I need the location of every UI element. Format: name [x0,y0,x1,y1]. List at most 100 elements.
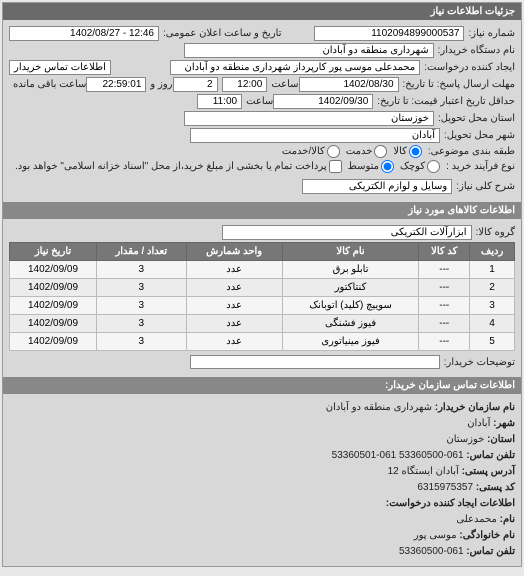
buyer-org-value: شهرداری منطقه دو آبادان [184,43,434,58]
f-lname-label: نام خانوادگی: [459,530,515,541]
table-cell: --- [419,333,470,351]
f-lname: موسی پور [414,530,457,541]
table-header: تاریخ نیاز [10,243,97,261]
checkbox-treasury[interactable] [329,160,342,173]
table-header: نام کالا [282,243,419,261]
f-city-label: شهر: [493,418,515,429]
table-cell: عدد [186,279,282,297]
f-province-label: استان: [487,434,515,445]
valid-until-time: 11:00 [197,94,242,109]
f-zip-label: کد پستی: [476,482,515,493]
time-label-2: ساعت [246,96,273,107]
radio-goods-service[interactable] [327,145,340,158]
f-city: آبادان [467,418,490,429]
city-value: آبادان [190,128,440,143]
days-remaining: 2 [173,77,218,92]
table-cell: 3 [97,261,187,279]
f-fname-label: نام: [500,514,515,525]
table-header: کد کالا [419,243,470,261]
table-cell: --- [419,315,470,333]
table-cell: کنتاکتور [282,279,419,297]
table-cell: 1402/09/09 [10,315,97,333]
class-label: طبقه بندی موضوعی: [428,146,515,157]
buyer-org-label: نام دستگاه خریدار: [438,45,515,56]
table-cell: --- [419,279,470,297]
province-label: استان محل تحویل: [438,113,515,124]
opt-medium: متوسط [348,161,379,172]
radio-medium[interactable] [381,160,394,173]
section-goods-title: اطلاعات کالاهای مورد نیاز [3,202,521,219]
goods-table: ردیفکد کالانام کالاواحد شمارشتعداد / مقد… [9,242,515,351]
deadline-send-label: مهلت ارسال پاسخ: تا تاریخ: [403,79,515,90]
footer-title: اطلاعات تماس سازمان خریدار: [3,377,521,394]
opt-small: کوچک [400,161,425,172]
table-cell: 3 [470,297,515,315]
table-row: 4---فیوز فشنگیعدد31402/09/09 [10,315,515,333]
table-row: 2---کنتاکتورعدد31402/09/09 [10,279,515,297]
table-cell: 1402/09/09 [10,261,97,279]
city-label: شهر محل تحویل: [444,130,515,141]
table-cell: 3 [97,333,187,351]
need-no-value: 1102094899000537 [314,26,464,41]
requester-label: ایجاد کننده درخواست: [424,62,515,73]
f-org: شهرداری منطقه دو آبادان [326,402,432,413]
radio-small[interactable] [427,160,440,173]
panel-title: جزئیات اطلاعات نیاز [3,3,521,20]
f-org-label: نام سازمان خریدار: [435,402,515,413]
f-fname: محمدعلی [456,514,496,525]
table-cell: فیوز فشنگی [282,315,419,333]
f-tel: 061-53360500 061-53360501 [332,450,464,461]
province-value: خوزستان [184,111,434,126]
table-cell: 2 [470,279,515,297]
remain-label: ساعت باقی مانده [13,79,86,90]
table-cell: عدد [186,297,282,315]
f-zip: 6315975357 [417,482,473,493]
table-cell: 3 [97,297,187,315]
table-cell: 4 [470,315,515,333]
table-header: تعداد / مقدار [97,243,187,261]
table-cell: عدد [186,315,282,333]
table-cell: 5 [470,333,515,351]
table-cell: تابلو برق [282,261,419,279]
table-cell: 3 [97,279,187,297]
table-cell: عدد [186,261,282,279]
requester-value: محمدعلی موسی پور کارپرداز شهرداری منطقه … [170,60,420,75]
radio-service[interactable] [374,145,387,158]
table-cell: فیوز مینیاتوری [282,333,419,351]
table-header: ردیف [470,243,515,261]
buyer-notes-value [190,355,440,369]
table-cell: عدد [186,333,282,351]
announce-value: 12:46 - 1402/08/27 [9,26,159,41]
table-cell: سوییچ (کلید) اتوبانک [282,297,419,315]
announce-label: تاریخ و ساعت اعلان عمومی: [163,28,282,39]
table-row: 5---فیوز مینیاتوریعدد31402/09/09 [10,333,515,351]
table-row: 3---سوییچ (کلید) اتوبانکعدد31402/09/09 [10,297,515,315]
buyer-contact-button[interactable]: اطلاعات تماس خریدار [9,60,111,75]
table-cell: 1402/09/09 [10,333,97,351]
opt-goods: کالا [393,146,407,157]
valid-until-date: 1402/09/30 [273,94,373,109]
deadline-send-date: 1402/08/30 [299,77,399,92]
days-label: روز و [150,79,172,90]
need-desc-value: وسایل و لوازم الکتریکی [302,179,452,194]
group-label: گروه کالا: [476,227,515,238]
f-tel-label: تلفن تماس: [466,450,515,461]
table-cell: --- [419,261,470,279]
f-phone-label: تلفن تماس: [466,546,515,557]
need-desc-label: شرح کلی نیاز: [456,181,515,192]
valid-until-label: حداقل تاریخ اعتبار قیمت: تا تاریخ: [377,96,515,107]
time-remaining: 22:59:01 [86,77,146,92]
opt-goods-service: کالا/خدمت [282,146,325,157]
table-cell: --- [419,297,470,315]
time-label-1: ساعت [271,79,298,90]
f-province: خوزستان [446,434,484,445]
need-no-label: شماره نیاز: [468,28,515,39]
table-cell: 3 [97,315,187,333]
process-label: نوع فرآیند خرید : [446,161,515,172]
f-addr: آبادان ایستگاه 12 [388,466,459,477]
buyer-notes-label: توضیحات خریدار: [444,357,515,368]
process-note: پرداخت تمام یا بخشی از مبلغ خرید،از محل … [15,161,327,172]
table-header: واحد شمارش [186,243,282,261]
radio-goods[interactable] [409,145,422,158]
opt-service: خدمت [346,146,373,157]
